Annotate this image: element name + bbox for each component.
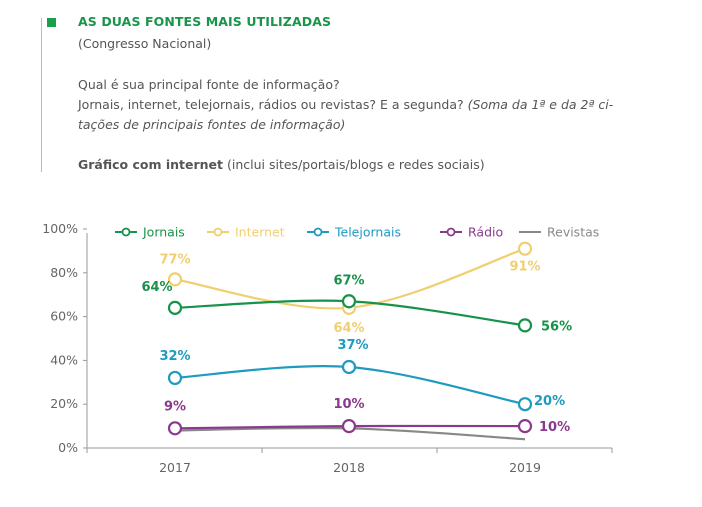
data-label-internet: 64% (333, 321, 364, 336)
chart-note: Gráfico com internet (inclui sites/porta… (78, 157, 485, 172)
y-tick-label: 60% (50, 309, 78, 324)
x-tick-label: 2018 (333, 460, 365, 475)
legend-marker-circle-icon (446, 227, 456, 237)
title-bullet-icon (47, 18, 56, 27)
data-point-internet (517, 241, 533, 256)
data-label-rádio: 10% (539, 420, 570, 435)
data-point-telejornais (341, 359, 357, 375)
header-accent-rule (41, 18, 42, 172)
data-label-internet: 91% (509, 260, 540, 275)
legend-label: Rádio (468, 225, 503, 240)
data-point-jornais (517, 318, 533, 333)
y-tick-label: 0% (58, 440, 78, 455)
legend-label: Telejornais (334, 225, 401, 240)
data-label-rádio: 10% (333, 397, 364, 412)
legend-item-internet: Internet (207, 225, 285, 240)
axes: 0% 20% 40% 60% 80% 100% 2017 2018 2019 (42, 221, 613, 475)
legend-marker-circle-icon (213, 227, 223, 237)
data-label-jornais: 64% (141, 280, 172, 295)
question-line-2-italic: (Soma da 1ª e da 2ª ci- (467, 97, 614, 112)
data-point-rádio (517, 419, 533, 434)
data-labels: 64% 67% 56% 77% 64% 91% 32% 37% 20% 9% 10% 10% (141, 252, 572, 435)
data-label-telejornais: 37% (337, 338, 368, 353)
question-line-3: tações de principais fontes de informaçã… (78, 117, 345, 132)
legend: Jornais Internet Telejornais Rádio Revistas (115, 225, 599, 240)
legend-item-rádio: Rádio (440, 225, 503, 240)
legend-marker-circle-icon (121, 227, 131, 237)
data-point-rádio (167, 421, 183, 436)
chart-subtitle: (Congresso Nacional) (78, 36, 212, 51)
question-line-2: Jornais, internet, telejornais, rádios o… (78, 97, 613, 112)
x-tick-label: 2019 (509, 460, 541, 475)
data-point-telejornais (517, 397, 533, 412)
y-tick-label: 40% (50, 352, 78, 367)
data-label-jornais: 67% (333, 273, 364, 288)
data-point-jornais (167, 300, 183, 315)
question-line-1: Qual é sua principal fonte de informação… (78, 77, 340, 92)
legend-item-revistas: Revistas (519, 225, 599, 240)
series-lines (167, 241, 533, 441)
question-line-2-plain: Jornais, internet, telejornais, rádios o… (78, 97, 468, 112)
chart-note-bold: Gráfico com internet (78, 157, 224, 172)
data-point-internet (167, 272, 183, 287)
data-label-jornais: 56% (541, 319, 572, 334)
legend-marker-circle-icon (313, 227, 323, 237)
legend-item-jornais: Jornais (115, 225, 185, 240)
legend-item-telejornais: Telejornais (307, 225, 401, 240)
question-line-3-italic: tações de principais fontes de informaçã… (78, 117, 346, 132)
data-point-rádio (341, 419, 357, 434)
chart-title: AS DUAS FONTES MAIS UTILIZADAS (78, 14, 332, 29)
y-tick-label: 80% (50, 265, 78, 280)
y-tick-label: 20% (50, 396, 78, 411)
data-label-telejornais: 32% (159, 349, 190, 364)
data-label-rádio: 9% (164, 399, 186, 414)
legend-label: Jornais (142, 225, 185, 240)
data-point-jornais (341, 294, 357, 309)
chart-note-plain: (inclui sites/portais/blogs e redes soci… (223, 157, 485, 172)
x-tick-label: 2017 (159, 460, 191, 475)
data-label-telejornais: 20% (534, 394, 565, 409)
y-tick-label: 100% (42, 221, 78, 236)
data-point-telejornais (167, 370, 183, 386)
data-label-internet: 77% (159, 252, 190, 267)
legend-label: Revistas (547, 225, 599, 240)
legend-label: Internet (235, 225, 285, 240)
